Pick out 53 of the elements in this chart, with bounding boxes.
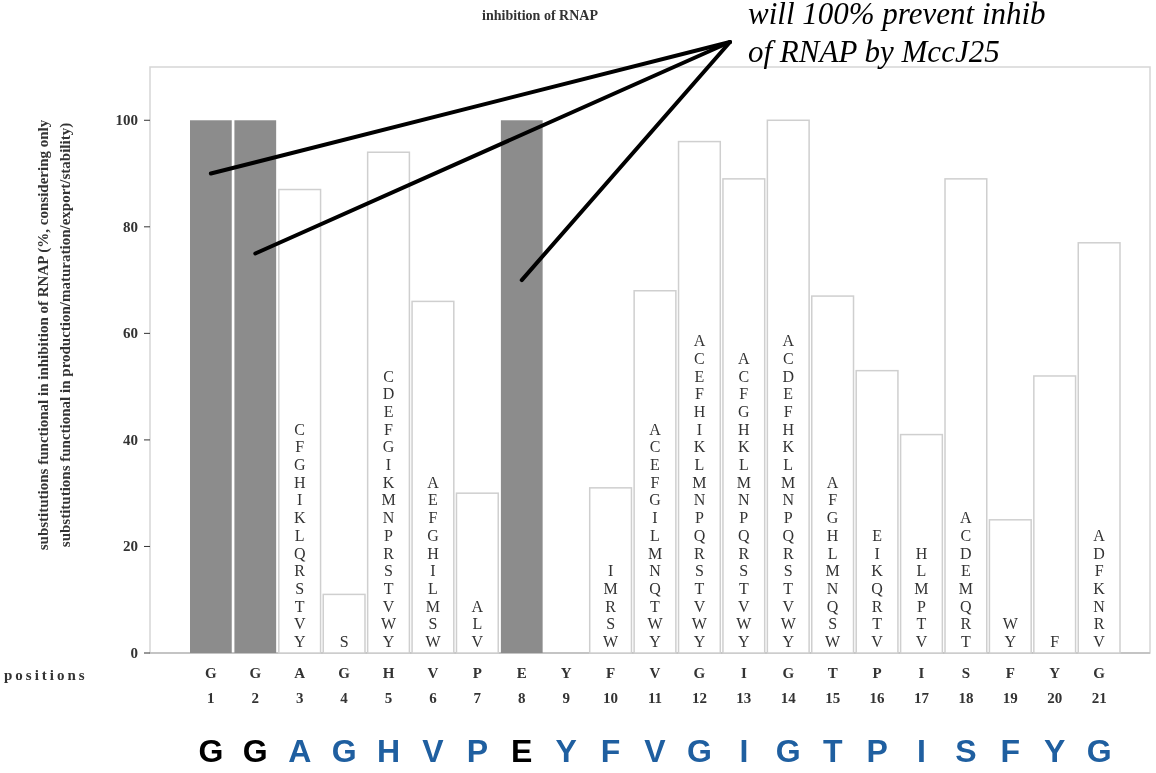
y-tick-label: 60 xyxy=(123,325,138,342)
x-tick-label: I 17 xyxy=(913,665,930,706)
x-tick-label: G 14 xyxy=(780,665,797,706)
x-tick-label: V 6 xyxy=(427,665,439,706)
x-tick-label: S 18 xyxy=(958,665,974,706)
x-tick-label: I 13 xyxy=(736,665,752,706)
x-tick-label: Y 9 xyxy=(560,665,572,706)
y-tick-label: 40 xyxy=(123,431,138,448)
text: A C E F H I K L M N P Q R S T V W Y xyxy=(691,332,707,650)
x-axis-title: positions xyxy=(4,667,88,683)
y-tick-label: 80 xyxy=(123,218,138,235)
bar xyxy=(1077,242,1121,654)
text: C D E F G I K M N P R S T V W Y xyxy=(380,367,397,650)
x-tick-label: F 10 xyxy=(603,665,619,706)
annotation: will 100% prevent inhib of RNAP by MccJ25 xyxy=(748,0,1046,69)
y-tick-label: 100 xyxy=(115,112,138,129)
x-tick-label: P 7 xyxy=(472,665,482,706)
text: A C E F G I L M N Q T W Y xyxy=(647,420,663,650)
data-label: A L V xyxy=(471,597,484,650)
x-tick-label: G 4 xyxy=(338,665,351,706)
y-tick-label: 20 xyxy=(123,538,138,555)
chart-title: inhibition of RNAP xyxy=(482,8,599,23)
x-tick-label: A 3 xyxy=(294,665,306,706)
text: A C D E F H K L M N P Q R S T V W Y xyxy=(780,332,796,650)
text: A E F G H I L M S W xyxy=(425,473,441,650)
data-label: A D F K N R V xyxy=(1093,526,1106,650)
y-tick-label: 0 xyxy=(130,645,138,661)
x-tick-label: G 1 xyxy=(205,665,218,706)
x-tick-label: V 11 xyxy=(647,665,663,706)
x-tick-label: E 8 xyxy=(516,665,527,706)
bar xyxy=(190,120,232,653)
x-tick-label: P 16 xyxy=(869,665,886,706)
data-label: W Y xyxy=(1002,615,1019,650)
text: A F G H L M N Q S W xyxy=(825,473,841,650)
data-label: H L M P T V xyxy=(914,544,929,650)
x-tick-label: T 15 xyxy=(825,665,841,706)
x-tick-label: G 2 xyxy=(249,665,262,706)
data-label: F xyxy=(1050,633,1060,650)
text: A C F G H K L M N P Q R S T V W Y xyxy=(736,349,752,650)
data-label: A C D E M Q R T xyxy=(958,509,974,650)
data-label: E I K Q R T V xyxy=(871,526,884,650)
x-tick-label: G 12 xyxy=(691,665,707,706)
data-label: I M R S W xyxy=(603,562,620,650)
text: C F G H I K L Q R S T V Y xyxy=(293,420,306,650)
x-tick-label: Y 20 xyxy=(1047,665,1063,706)
x-tick-label: H 5 xyxy=(382,665,395,706)
bar xyxy=(234,120,277,653)
x-tick-label: F 19 xyxy=(1002,665,1018,706)
text: G G A G H V P E Y F V G I G T P I S F Y G xyxy=(198,733,1112,769)
data-label: S xyxy=(339,633,349,650)
y-axis-title: substitutions functional in inhibition of RNAP (%, considering only substitutions functional in production/maturation/export/stability) xyxy=(35,119,74,551)
bar xyxy=(500,120,543,653)
x-tick-label: G 21 xyxy=(1091,665,1107,706)
